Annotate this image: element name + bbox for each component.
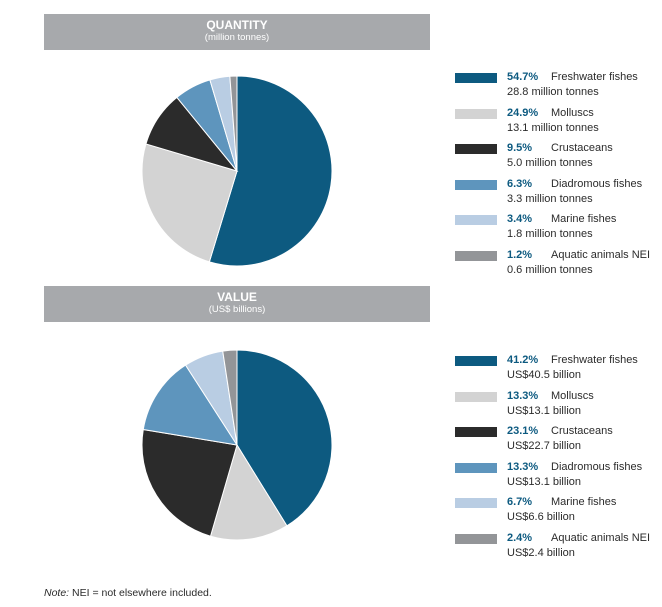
quantity-legend-amount: 3.3 million tonnes — [507, 192, 593, 205]
value-legend-swatch — [455, 427, 497, 437]
quantity-legend-amount: 13.1 million tonnes — [507, 121, 599, 134]
value-legend-category: Marine fishes — [551, 496, 617, 508]
quantity-legend-swatch — [455, 144, 497, 154]
value-legend-swatch — [455, 533, 497, 544]
quantity-chart-title: QUANTITY — [206, 18, 268, 32]
value-chart-header: VALUE (US$ billions) — [44, 286, 430, 322]
value-legend-swatch — [455, 462, 497, 473]
quantity-legend-percent: 6.3% — [507, 177, 533, 190]
quantity-legend-category: Diadromous fishes — [551, 177, 643, 190]
value-legend-item-aquatic-animals-nei: 2.4% Aquatic animals NEI US$2.4 billion — [455, 531, 655, 561]
value-legend-percent: 23.1% — [507, 425, 539, 437]
quantity-legend-amount: 1.8 million tonnes — [507, 228, 593, 240]
value-legend-percent: 13.3% — [507, 460, 539, 473]
value-slice-freshwater-fishes — [236, 349, 333, 527]
footnote: Note: NEI = not elsewhere included. — [44, 587, 212, 599]
quantity-pie-chart — [141, 75, 333, 267]
value-legend-item-freshwater-fishes: 41.2% Freshwater fishes US$40.5 billion — [455, 353, 655, 383]
quantity-legend-percent: 9.5% — [507, 142, 533, 154]
value-legend-item-diadromous-fishes: 13.3% Diadromous fishes US$13.1 billion — [455, 460, 655, 490]
quantity-legend-percent: 54.7% — [507, 71, 539, 83]
quantity-legend-category: Freshwater fishes — [551, 71, 638, 83]
quantity-legend-amount: 28.8 million tonnes — [507, 86, 599, 98]
value-legend-item-molluscs: 13.3% Molluscs US$13.1 billion — [455, 389, 655, 419]
quantity-legend-item-marine-fishes: 3.4% Marine fishes 1.8 million tonnes — [455, 212, 655, 242]
value-legend-swatch — [455, 498, 497, 508]
quantity-slice-freshwater-fishes — [208, 75, 333, 267]
value-legend-category: Freshwater fishes — [551, 354, 638, 366]
quantity-legend-swatch — [455, 179, 497, 190]
value-legend-category: Diadromous fishes — [551, 460, 643, 473]
value-pie-chart — [141, 349, 333, 541]
quantity-legend-category: Aquatic animals NEI — [551, 248, 651, 261]
value-legend-amount: US$13.1 billion — [507, 475, 581, 488]
value-legend-percent: 2.4% — [507, 531, 533, 544]
footnote-label: Note: — [44, 587, 70, 599]
quantity-legend-item-molluscs: 24.9% Molluscs 13.1 million tonnes — [455, 106, 655, 136]
value-legend-swatch — [455, 356, 497, 366]
footnote-text: NEI = not elsewhere included. — [69, 587, 212, 599]
value-legend-item-marine-fishes: 6.7% Marine fishes US$6.6 billion — [455, 495, 655, 525]
quantity-legend-item-freshwater-fishes: 54.7% Freshwater fishes 28.8 million tonne… — [455, 70, 655, 100]
quantity-slice-molluscs — [141, 143, 238, 263]
value-legend-amount: US$40.5 billion — [507, 369, 581, 381]
quantity-legend-category: Marine fishes — [551, 213, 617, 225]
value-legend-percent: 13.3% — [507, 389, 539, 402]
quantity-legend-swatch — [455, 215, 497, 225]
value-legend-category: Molluscs — [551, 389, 594, 402]
quantity-legend-category: Crustaceans — [551, 142, 613, 154]
value-slice-aquatic-animals-nei — [222, 349, 238, 446]
quantity-legend-percent: 3.4% — [507, 213, 533, 225]
quantity-legend-swatch — [455, 250, 497, 261]
value-chart-subtitle: (US$ billions) — [208, 304, 266, 315]
quantity-chart-header: QUANTITY (million tonnes) — [44, 14, 430, 50]
value-legend-category: Crustaceans — [551, 425, 613, 437]
value-slice-crustaceans — [141, 428, 238, 537]
value-legend-amount: US$2.4 billion — [507, 546, 575, 559]
quantity-legend-item-diadromous-fishes: 6.3% Diadromous fishes 3.3 million tonnes — [455, 177, 655, 207]
value-legend-item-crustaceans: 23.1% Crustaceans US$22.7 billion — [455, 424, 655, 454]
value-legend-amount: US$22.7 billion — [507, 440, 581, 452]
quantity-legend-category: Molluscs — [551, 106, 594, 119]
value-slice-diadromous-fishes — [142, 364, 239, 446]
quantity-legend-swatch — [455, 108, 497, 119]
value-legend-category: Aquatic animals NEI — [551, 531, 651, 544]
quantity-legend-percent: 1.2% — [507, 248, 533, 261]
quantity-legend-amount: 5.0 million tonnes — [507, 157, 593, 169]
value-legend-percent: 41.2% — [507, 354, 539, 366]
quantity-legend-item-crustaceans: 9.5% Crustaceans 5.0 million tonnes — [455, 141, 655, 171]
quantity-legend-percent: 24.9% — [507, 106, 539, 119]
value-chart-title: VALUE — [217, 290, 257, 304]
quantity-legend-swatch — [455, 73, 497, 83]
value-slice-molluscs — [209, 443, 288, 541]
value-legend-amount: US$6.6 billion — [507, 511, 575, 523]
value-legend-amount: US$13.1 billion — [507, 404, 581, 417]
quantity-legend-amount: 0.6 million tonnes — [507, 263, 593, 276]
value-legend-swatch — [455, 391, 497, 402]
quantity-legend-item-aquatic-animals-nei: 1.2% Aquatic animals NEI 0.6 million tonne… — [455, 248, 655, 278]
quantity-chart-subtitle: (million tonnes) — [204, 32, 270, 43]
value-legend-percent: 6.7% — [507, 496, 533, 508]
quantity-slice-aquatic-animals-nei — [229, 75, 238, 172]
